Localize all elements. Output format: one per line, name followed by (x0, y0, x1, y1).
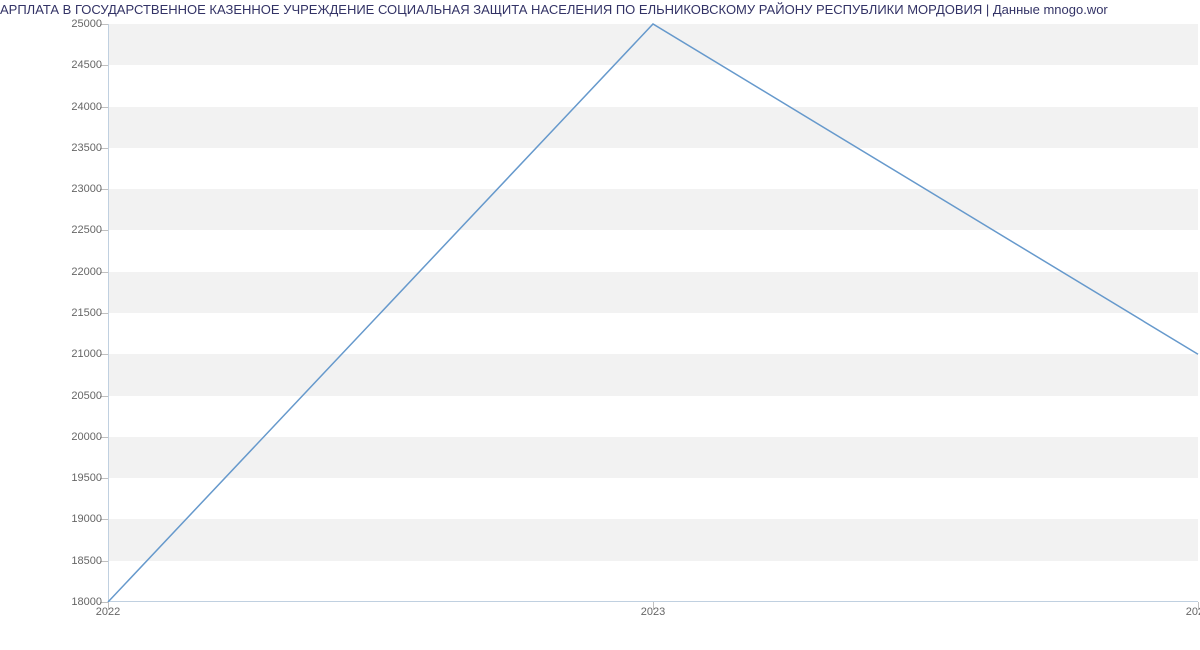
y-axis-label: 21500 (71, 307, 102, 319)
plot-area (108, 24, 1198, 602)
x-axis-label: 2024 (1186, 606, 1200, 618)
y-axis-label: 19500 (71, 472, 102, 484)
y-axis-label: 25000 (71, 18, 102, 30)
y-axis-label: 24500 (71, 59, 102, 71)
chart-title: АРПЛАТА В ГОСУДАРСТВЕННОЕ КАЗЕННОЕ УЧРЕЖ… (0, 2, 1200, 17)
y-axis-label: 22500 (71, 224, 102, 236)
series-salary (108, 24, 1198, 602)
y-axis-label: 23000 (71, 183, 102, 195)
y-axis-label: 20500 (71, 390, 102, 402)
chart-container: АРПЛАТА В ГОСУДАРСТВЕННОЕ КАЗЕННОЕ УЧРЕЖ… (0, 0, 1200, 650)
y-axis-label: 20000 (71, 431, 102, 443)
y-axis-label: 18500 (71, 555, 102, 567)
y-axis-label: 19000 (71, 513, 102, 525)
y-axis-label: 21000 (71, 348, 102, 360)
y-axis-label: 22000 (71, 266, 102, 278)
y-axis-label: 24000 (71, 101, 102, 113)
x-axis-label: 2023 (641, 606, 665, 618)
y-axis-label: 23500 (71, 142, 102, 154)
x-axis-label: 2022 (96, 606, 120, 618)
line-chart-svg (108, 24, 1198, 602)
